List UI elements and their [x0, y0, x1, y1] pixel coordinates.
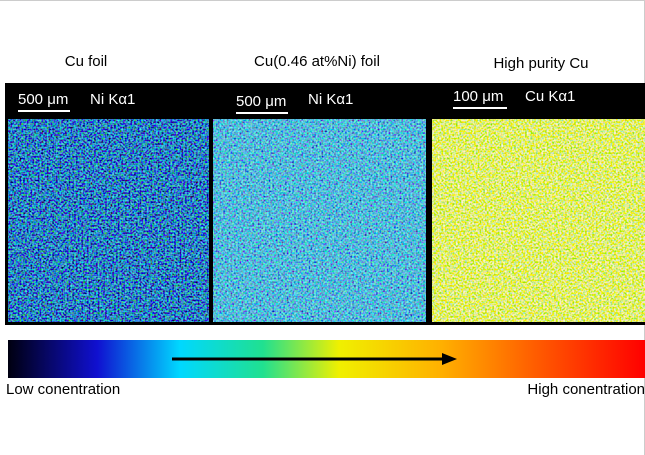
scale-label: 100 μm — [453, 88, 503, 105]
map — [432, 119, 645, 322]
signal-label: Ni Kα1 — [90, 91, 135, 108]
high-label: High conentration — [527, 381, 645, 398]
map — [213, 119, 426, 322]
scale-label: 500 μm — [18, 91, 68, 108]
panel-title: High purity Cu — [493, 55, 588, 72]
map — [8, 119, 209, 322]
arrow-head — [442, 353, 457, 365]
scale-label: 500 μm — [236, 93, 286, 110]
panel-title: Cu(0.46 at%Ni) foil — [254, 53, 380, 70]
panel-title: Cu foil — [65, 53, 108, 70]
signal-label: Ni Kα1 — [308, 91, 353, 108]
signal-label: Cu Kα1 — [525, 88, 575, 105]
low-label: Low conentration — [6, 381, 120, 398]
